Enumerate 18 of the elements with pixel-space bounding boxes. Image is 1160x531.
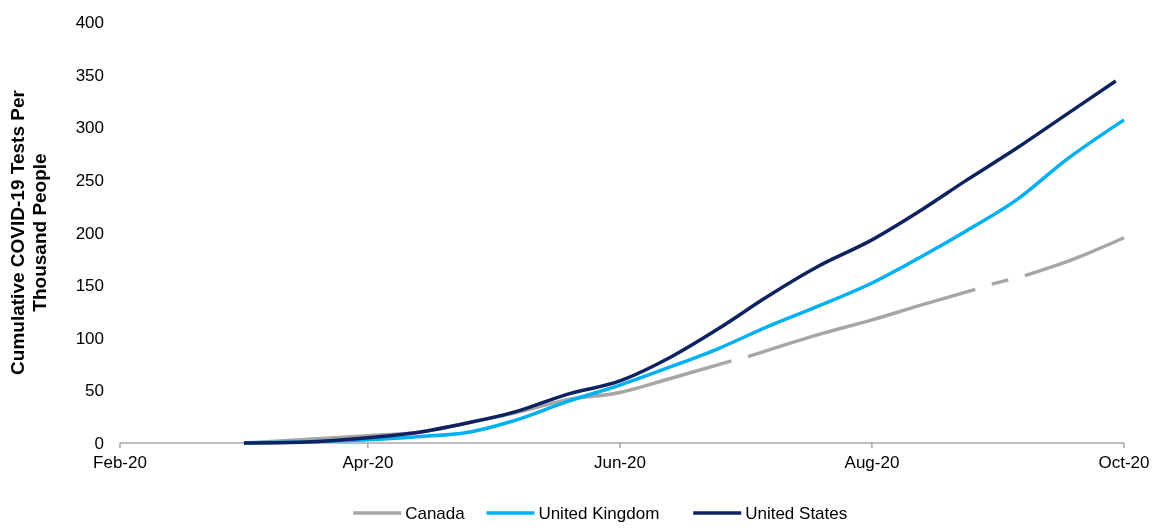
- y-tick-label: 300: [75, 118, 104, 138]
- x-tick-label: Oct-20: [1098, 453, 1150, 472]
- x-tick-label: Aug-20: [844, 453, 900, 472]
- y-tick-label: 0: [94, 434, 104, 453]
- y-axis-title: Cumulative COVID-19 Tests Per Thousand People: [7, 89, 50, 375]
- x-tick-label: Jun-20: [593, 453, 646, 472]
- y-tick-label: 50: [85, 381, 104, 401]
- y-tick-label: 400: [75, 13, 104, 32]
- y-tick-label: 250: [75, 170, 104, 190]
- legend-label: United Kingdom: [538, 504, 660, 523]
- y-tick-label: 200: [75, 223, 104, 243]
- y-tick-label: 100: [75, 328, 104, 348]
- legend-label: Canada: [405, 504, 466, 523]
- x-tick-label: Apr-20: [342, 453, 394, 472]
- legend-label: United States: [745, 504, 848, 523]
- y-tick-label: 150: [75, 276, 104, 296]
- x-tick-label: Feb-20: [93, 453, 147, 472]
- y-tick-label: 350: [75, 65, 104, 85]
